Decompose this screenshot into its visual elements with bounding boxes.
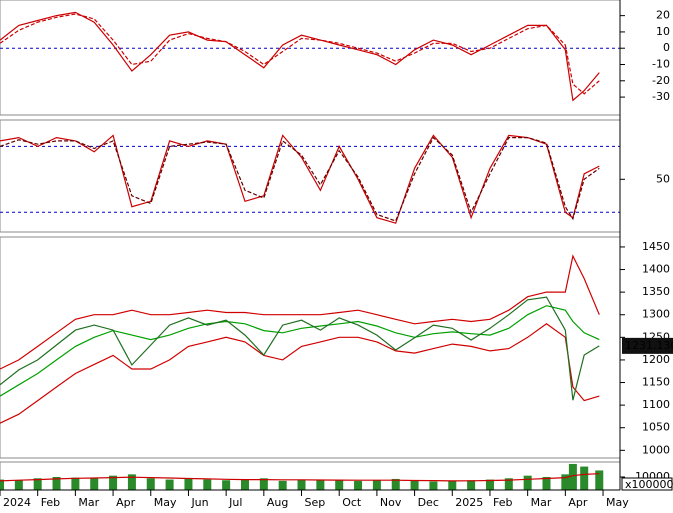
x-tick-label: 2024: [3, 496, 31, 509]
x-tick-label: Mar: [78, 496, 99, 509]
unit-label: x100000: [625, 478, 673, 491]
volume-bar: [0, 479, 4, 490]
series-line: [0, 305, 600, 397]
y-tick-label: 1050: [642, 421, 670, 434]
volume-bar: [448, 480, 457, 490]
y-tick-label: 1200: [642, 353, 670, 366]
volume-bar: [278, 480, 287, 490]
volume-bar: [222, 480, 231, 490]
volume-bar: [595, 470, 604, 490]
volume-bar: [523, 475, 532, 490]
y-tick-label: -10: [652, 58, 670, 71]
x-tick-label: Mar: [531, 496, 552, 509]
volume-bar: [90, 478, 99, 490]
x-tick-label: 2025: [455, 496, 483, 509]
volume-bar: [109, 475, 118, 490]
y-tick-label: 1100: [642, 398, 670, 411]
x-tick-label: May: [154, 496, 177, 509]
x-tick-label: Feb: [41, 496, 60, 509]
volume-bar: [335, 479, 344, 490]
x-tick-label: Jun: [190, 496, 208, 509]
series-line: [0, 323, 600, 424]
volume-bar: [372, 480, 381, 490]
volume-bar: [542, 476, 551, 490]
volume-bar: [391, 478, 400, 490]
y-tick-label: 1000: [642, 443, 670, 456]
volume-bar: [410, 480, 419, 490]
volume-bar: [568, 463, 577, 490]
series-line: [0, 11, 600, 102]
volume-bar: [467, 480, 476, 490]
y-tick-label: 20: [656, 9, 670, 22]
y-tick-label: 1450: [642, 240, 670, 253]
y-tick-label: -20: [652, 74, 670, 87]
y-tick-label: -30: [652, 90, 670, 103]
x-tick-label: Aug: [267, 496, 288, 509]
series-line: [0, 473, 600, 482]
y-tick-label: 1400: [642, 263, 670, 276]
volume-bar: [146, 478, 155, 490]
y-tick-label: 1350: [642, 285, 670, 298]
price-marker-label: 1231.130: [625, 339, 673, 352]
volume-bar: [184, 478, 193, 490]
series-line: [0, 13, 600, 95]
volume-bar: [14, 480, 23, 490]
volume-bar: [561, 474, 570, 490]
volume-bar: [316, 480, 325, 490]
volume-bar: [354, 480, 363, 490]
x-tick-label: Sep: [305, 496, 326, 509]
series-line: [0, 254, 600, 370]
volume-bar: [504, 478, 513, 490]
volume-bar: [297, 479, 306, 490]
y-tick-label: 0: [663, 41, 670, 54]
unit-box: [621, 477, 673, 491]
x-tick-label: Apr: [568, 496, 588, 509]
x-tick-label: Feb: [493, 496, 512, 509]
x-tick-label: Nov: [380, 496, 402, 509]
series-line: [0, 136, 600, 222]
series-line: [0, 296, 600, 401]
volume-bar: [259, 478, 268, 490]
volume-bar: [580, 466, 589, 490]
volume-bar: [485, 479, 494, 490]
volume-bar: [52, 476, 61, 490]
y-tick-label: 1150: [642, 376, 670, 389]
x-tick-label: Oct: [342, 496, 362, 509]
volume-bar: [429, 481, 438, 490]
price-marker: [622, 337, 673, 354]
volume-bar: [71, 477, 80, 490]
x-tick-label: Dec: [418, 496, 439, 509]
volume-bar: [33, 478, 42, 490]
x-tick-label: Apr: [116, 496, 136, 509]
volume-bar: [127, 474, 136, 490]
x-tick-label: May: [606, 496, 629, 509]
y-tick-label: 10: [656, 25, 670, 38]
series-line: [0, 134, 600, 224]
y-tick-label: 1300: [642, 308, 670, 321]
volume-bar: [240, 479, 249, 490]
volume-bar: [165, 479, 174, 490]
x-tick-label: Jul: [228, 496, 242, 509]
y-tick-label: 50: [656, 172, 670, 185]
volume-bar: [203, 479, 212, 490]
